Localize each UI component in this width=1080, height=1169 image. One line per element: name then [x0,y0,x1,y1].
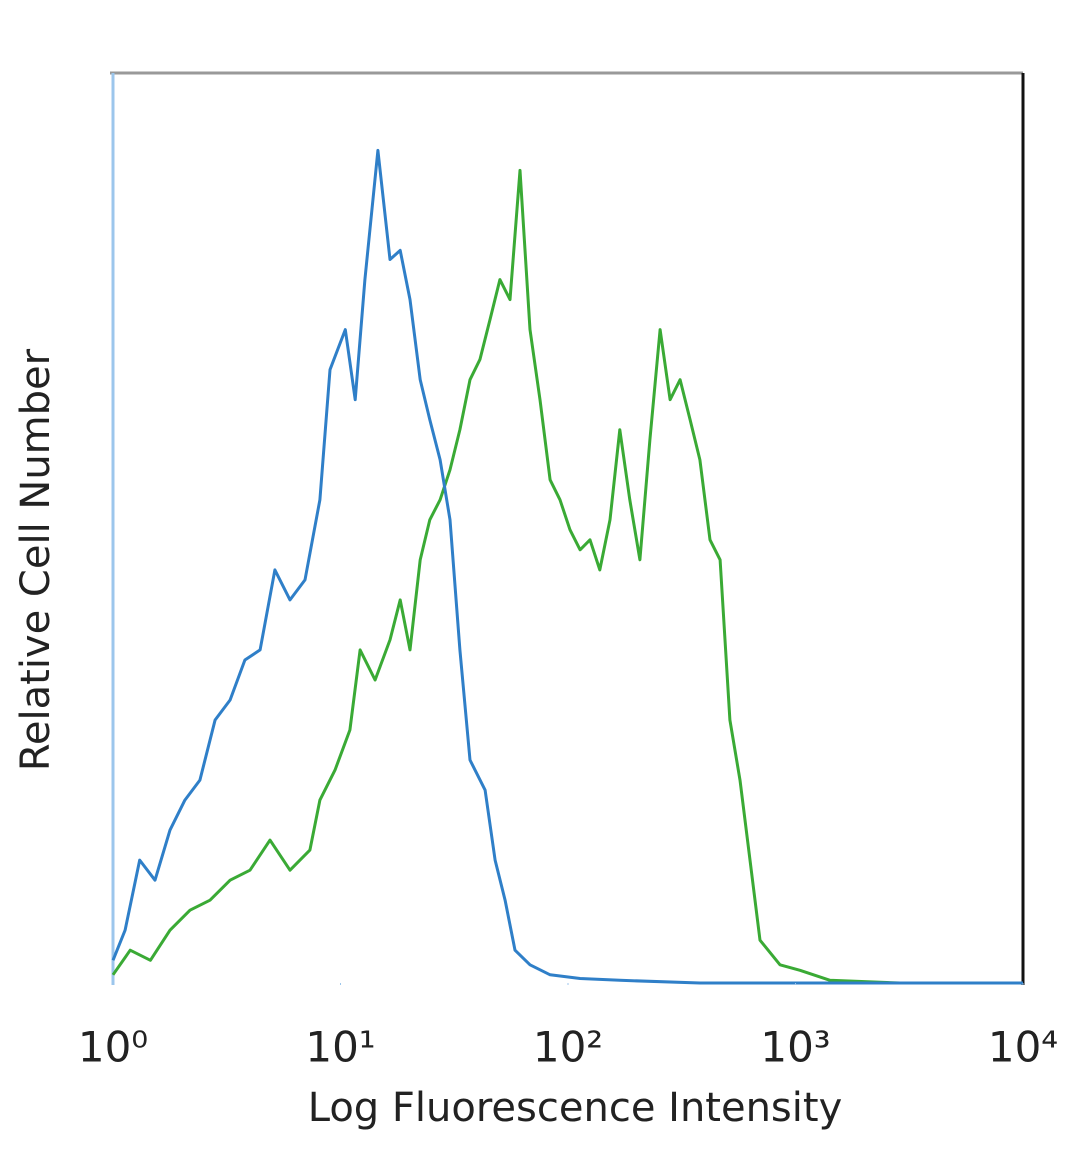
x-tick-label: 10² [533,1023,603,1072]
plot-area [111,148,1023,985]
y-axis-label: Relative Cell Number [13,348,59,771]
x-tick-label: 10¹ [305,1023,375,1072]
x-axis-label: Log Fluorescence Intensity [308,1085,843,1131]
x-tick-label: 10⁰ [78,1023,148,1072]
histogram-line [111,148,1023,985]
histogram-line [111,168,1023,985]
x-tick-label: 10³ [760,1023,830,1072]
x-tick-label: 10⁴ [988,1023,1058,1072]
